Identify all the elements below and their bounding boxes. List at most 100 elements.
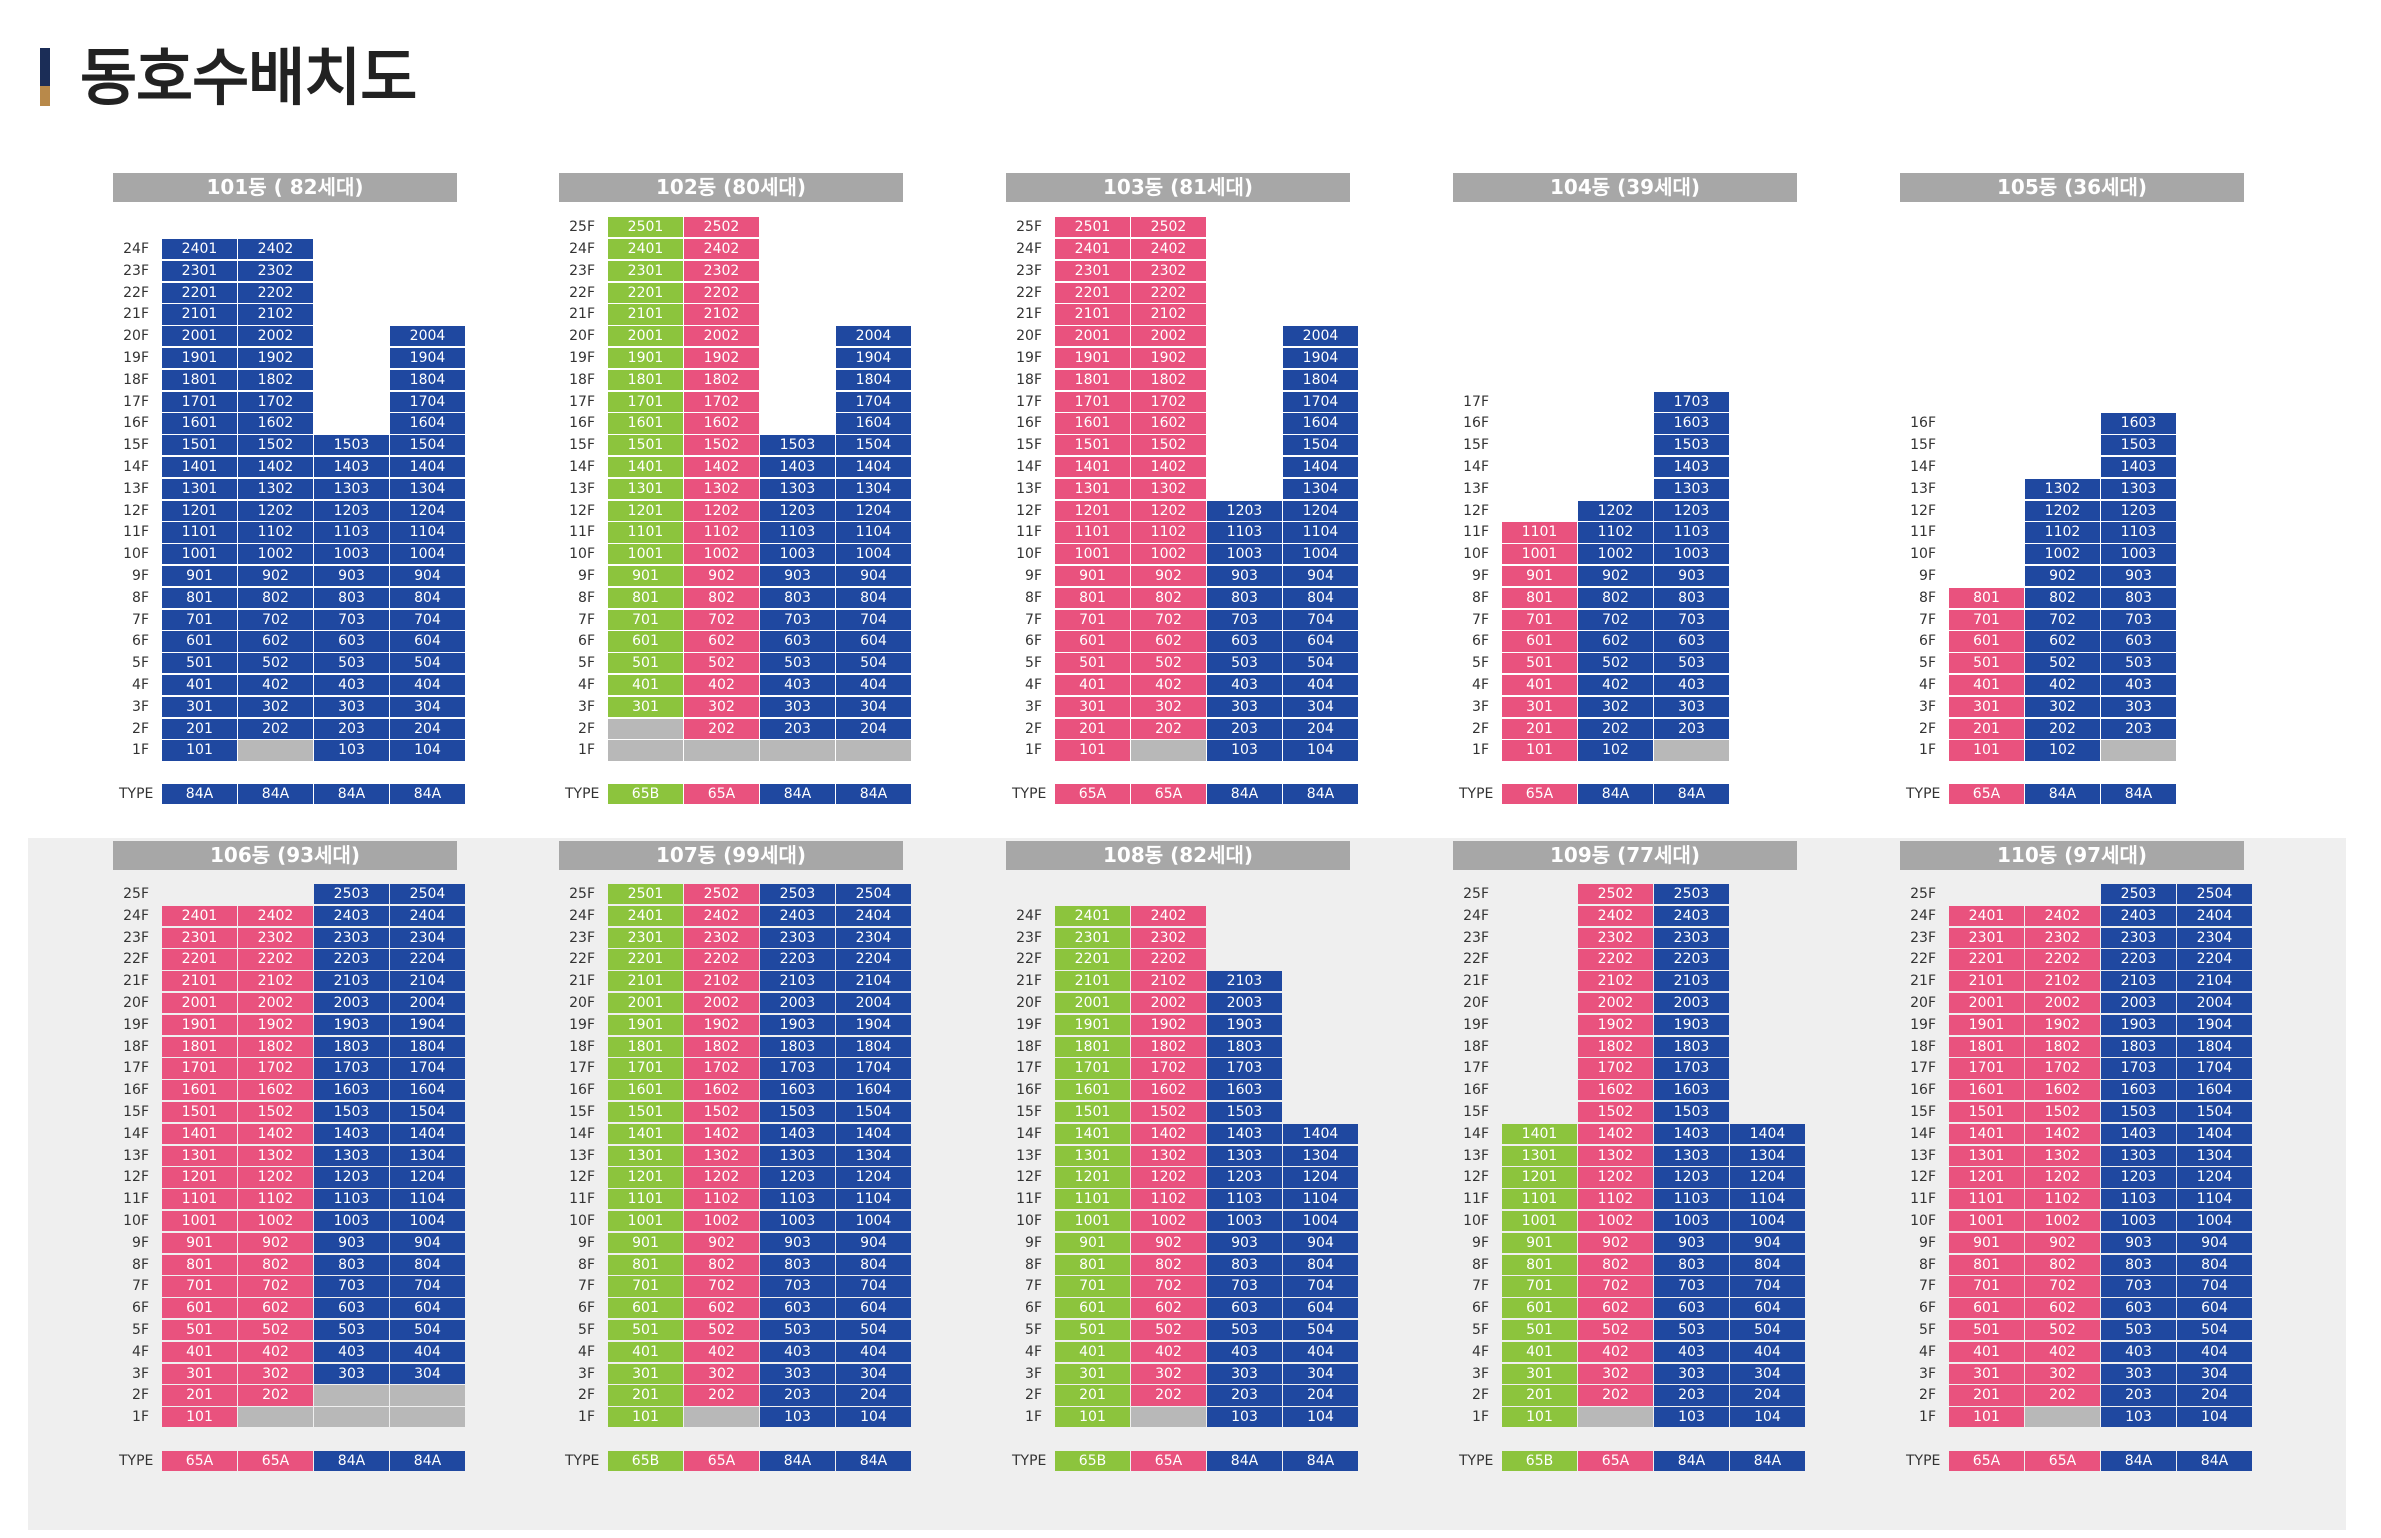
- unit-cell: 1603: [2101, 1080, 2176, 1101]
- unit-cell: 601: [608, 1298, 683, 1319]
- unit-cell: 1102: [238, 522, 313, 543]
- unit-cell: 1103: [760, 522, 835, 543]
- unit-cell: 1503: [1654, 1102, 1729, 1123]
- floor-label: 16F: [569, 1082, 595, 1099]
- unit-cell: 1402: [684, 1123, 759, 1145]
- unit-cell: 1304: [390, 1145, 465, 1166]
- unit-cell: 2204: [836, 949, 911, 970]
- unit-cell: 604: [390, 1298, 465, 1319]
- unit-cell: 1301: [1502, 1145, 1577, 1166]
- unit-cell: 903: [1207, 566, 1282, 587]
- unit-cell: 601: [1055, 631, 1130, 652]
- unit-cell: 2004: [390, 326, 465, 347]
- unit-cell: 1302: [684, 478, 759, 500]
- unit-cell: 1103: [314, 1189, 389, 1210]
- unit-cell: 403: [1654, 1341, 1729, 1363]
- unit-cell: 1703: [760, 1058, 835, 1079]
- unit-cell: 1403: [314, 457, 389, 478]
- floor-label: 6F: [1472, 633, 1489, 650]
- unit-cell: 804: [390, 1254, 465, 1275]
- unit-cell: 203: [760, 1385, 835, 1406]
- floor-label: 21F: [123, 306, 149, 323]
- unit-cell: 802: [1131, 1254, 1206, 1275]
- unit-cell: 1201: [608, 500, 683, 521]
- type-label: TYPE: [565, 786, 600, 802]
- unit-cell: 1902: [1131, 348, 1206, 369]
- unit-cell: 2503: [1654, 884, 1729, 905]
- unit-cell: 1201: [1949, 1167, 2024, 1188]
- unit-cell: 901: [608, 1232, 683, 1254]
- unit-cell: 1503: [1654, 435, 1729, 456]
- unit-cell: 603: [1654, 1298, 1729, 1319]
- unit-cell: 602: [684, 1298, 759, 1319]
- unit-cell: 1304: [1730, 1145, 1805, 1166]
- unit-cell: 1204: [1283, 1167, 1358, 1188]
- unit-cell: 303: [760, 696, 835, 718]
- floor-label: 5F: [1025, 655, 1042, 672]
- unit-cell: 1003: [1207, 1211, 1282, 1232]
- floor-label: 20F: [569, 995, 595, 1011]
- unit-cell: 204: [1730, 1385, 1805, 1406]
- unit-cell: 1103: [1207, 1189, 1282, 1210]
- unit-cell: 804: [1730, 1254, 1805, 1275]
- unit-cell: 1804: [836, 1036, 911, 1057]
- unit-cell: 1102: [684, 1189, 759, 1210]
- unit-cell: 802: [1131, 587, 1206, 609]
- unit-cell: 1604: [836, 1080, 911, 1101]
- unit-cell: 803: [1654, 587, 1729, 609]
- floor-label: 1F: [1025, 742, 1042, 759]
- unit-cell: 1602: [1131, 1080, 1206, 1101]
- unit-cell: 502: [2025, 1320, 2100, 1341]
- unit-cell: 1002: [1578, 1211, 1653, 1232]
- unit-cell: 503: [1654, 1320, 1729, 1341]
- floor-label: 3F: [1025, 698, 1042, 715]
- floor-label: 5F: [578, 655, 595, 672]
- type-badge: 84A: [760, 1451, 835, 1471]
- unit-cell: 1901: [162, 1014, 237, 1036]
- floor-label: 2F: [132, 720, 149, 737]
- unit-cell: 1902: [1131, 1014, 1206, 1036]
- unit-cell: 1404: [1730, 1123, 1805, 1145]
- empty-unit-cell: [684, 1407, 759, 1428]
- unit-cell: 401: [1502, 1341, 1577, 1363]
- unit-cell: 203: [314, 718, 389, 739]
- floor-label: 25F: [1463, 886, 1489, 902]
- unit-cell: 2201: [1949, 949, 2024, 970]
- unit-cell: 1201: [608, 1167, 683, 1188]
- unit-cell: 1904: [390, 348, 465, 369]
- floor-label: 13F: [1910, 480, 1936, 497]
- unit-cell: 501: [1949, 653, 2024, 674]
- unit-cell: 2304: [836, 927, 911, 948]
- unit-cell: 1804: [2177, 1036, 2252, 1057]
- unit-cell: 2202: [684, 282, 759, 303]
- unit-cell: 2401: [162, 239, 237, 260]
- unit-cell: 1703: [1654, 391, 1729, 412]
- type-badge: 84A: [836, 784, 911, 804]
- unit-cell: 1103: [2101, 522, 2176, 543]
- unit-cell: 2303: [314, 927, 389, 948]
- unit-cell: 1001: [608, 1211, 683, 1232]
- floor-label: 20F: [123, 328, 149, 345]
- unit-cell: 1201: [162, 1167, 237, 1188]
- unit-cell: 1502: [1131, 435, 1206, 456]
- unit-cell: 2101: [608, 304, 683, 325]
- empty-unit-cell: [238, 740, 313, 761]
- type-badge: 65B: [608, 784, 683, 804]
- unit-cell: 2503: [2101, 884, 2176, 905]
- floor-label: 11F: [123, 1191, 149, 1208]
- unit-cell: 202: [684, 718, 759, 739]
- unit-cell: 801: [1055, 587, 1130, 609]
- unit-cell: 501: [1949, 1320, 2024, 1341]
- floor-label: 7F: [132, 611, 149, 628]
- unit-cell: 2404: [2177, 905, 2252, 927]
- floor-label: 3F: [578, 1365, 595, 1382]
- floor-label: 6F: [132, 633, 149, 650]
- unit-cell: 1903: [760, 1014, 835, 1036]
- unit-cell: 901: [1055, 1232, 1130, 1254]
- unit-cell: 801: [608, 1254, 683, 1275]
- unit-cell: 202: [1131, 1385, 1206, 1406]
- floor-label: 2F: [578, 720, 595, 737]
- unit-cell: 1004: [836, 544, 911, 565]
- floor-label: 22F: [1016, 284, 1042, 301]
- unit-cell: 1904: [2177, 1014, 2252, 1036]
